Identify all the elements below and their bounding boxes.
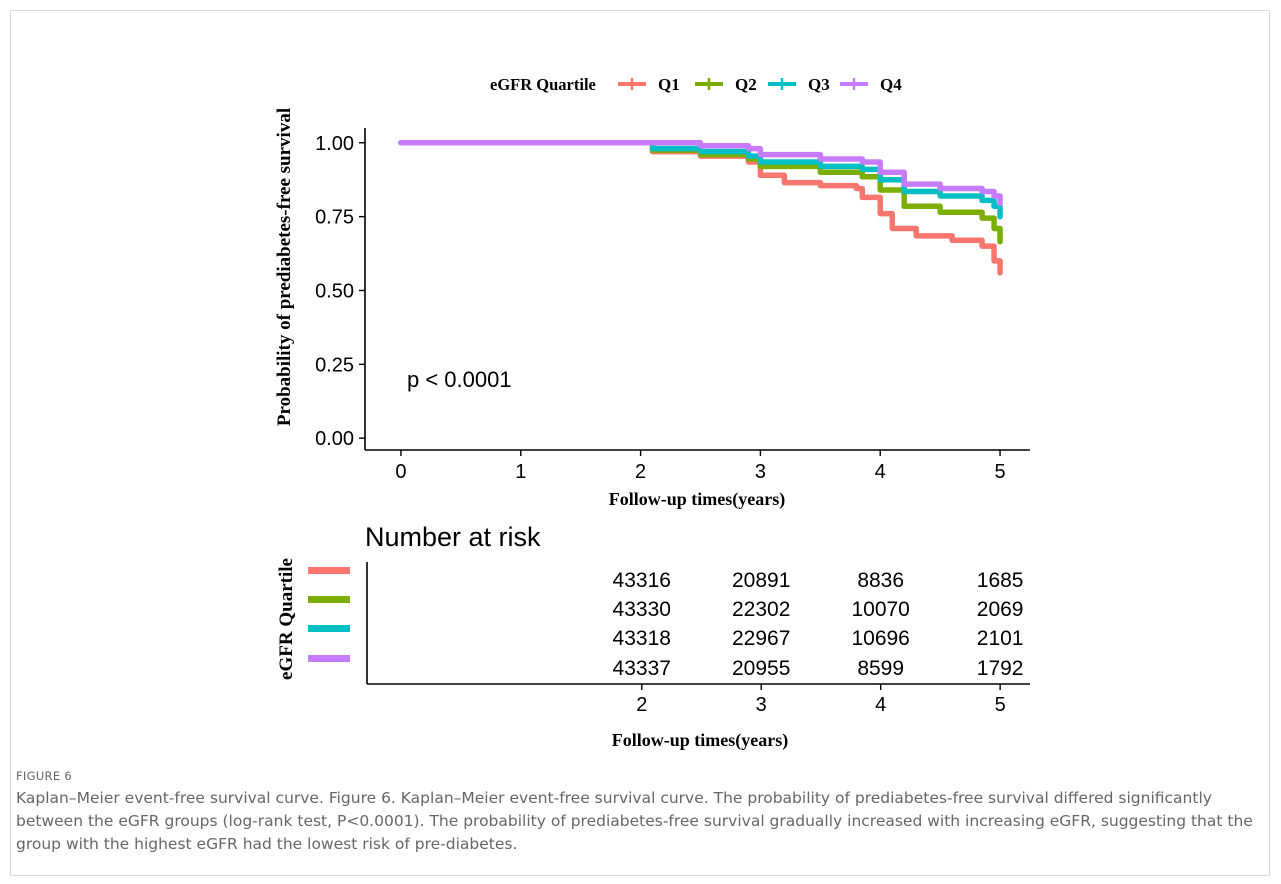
risk-cell: 43330 — [613, 598, 671, 621]
risk-cell: 22967 — [732, 627, 790, 650]
figure-caption: Kaplan–Meier event-free survival curve. … — [16, 789, 1253, 853]
risk-cell: 20891 — [732, 569, 790, 592]
p-value-annotation: p < 0.0001 — [407, 367, 512, 392]
risk-cell: 43337 — [613, 657, 671, 680]
risk-x-tick-label: 4 — [875, 694, 886, 716]
legend-title: eGFR Quartile — [490, 75, 596, 94]
survival-curve-q4 — [398, 140, 1003, 207]
y-tick-label: 0.00 — [315, 428, 354, 450]
survival-curve-q3 — [398, 140, 1003, 220]
figure-frame — [10, 10, 1270, 876]
risk-table-title: Number at risk — [365, 522, 541, 552]
risk-cell: 1685 — [977, 569, 1024, 592]
risk-swatch-q2 — [308, 596, 350, 603]
risk-cell: 43316 — [613, 569, 671, 592]
risk-x-tick-label: 2 — [636, 694, 647, 716]
x-tick-label: 4 — [875, 461, 886, 483]
x-tick-label: 0 — [395, 461, 406, 483]
risk-swatch-q1 — [308, 567, 350, 574]
y-tick-label: 0.25 — [315, 354, 354, 376]
y-tick-label: 1.00 — [315, 133, 354, 155]
x-tick-label: 2 — [635, 461, 646, 483]
risk-table: Number at risk eGFR Quartile 43316 20891 8… — [276, 522, 1030, 751]
x-tick-label: 1 — [515, 461, 526, 483]
survival-plot: Probability of prediabetes-free survival… — [274, 108, 1030, 510]
legend-label-q1: Q1 — [658, 75, 680, 94]
risk-cell: 20955 — [732, 657, 790, 680]
risk-x-tick-label: 3 — [756, 694, 767, 716]
legend-label-q4: Q4 — [880, 75, 902, 94]
y-tick-label: 0.50 — [315, 280, 354, 302]
risk-table-y-title: eGFR Quartile — [276, 558, 297, 680]
risk-cell: 2101 — [977, 627, 1024, 650]
risk-table-x-title: Follow-up times(years) — [612, 730, 788, 751]
x-axis-title: Follow-up times(years) — [609, 489, 785, 510]
legend-label-q3: Q3 — [808, 75, 830, 94]
risk-cell: 8599 — [857, 657, 904, 680]
risk-cell: 10696 — [851, 627, 909, 650]
legend-label-q2: Q2 — [735, 75, 757, 94]
risk-cell: 8836 — [857, 569, 904, 592]
figure-label: FIGURE 6 — [16, 769, 72, 783]
risk-x-tick-label: 5 — [995, 694, 1006, 716]
risk-swatch-q4 — [308, 655, 350, 662]
risk-cell: 22302 — [732, 598, 790, 621]
risk-cell: 1792 — [977, 657, 1024, 680]
legend: eGFR Quartile Q1 Q2 Q3 Q4 — [490, 75, 902, 94]
risk-swatch-q3 — [308, 625, 350, 632]
y-axis-title: Probability of prediabetes-free survival — [274, 108, 295, 426]
km-figure: eGFR Quartile Q1 Q2 Q3 Q4 Probability of pr… — [274, 75, 1030, 751]
y-tick-label: 0.75 — [315, 207, 354, 229]
x-tick-label: 5 — [994, 461, 1005, 483]
risk-cell: 10070 — [851, 598, 909, 621]
risk-cell: 43318 — [613, 627, 671, 650]
x-tick-label: 3 — [755, 461, 766, 483]
risk-cell: 2069 — [977, 598, 1024, 621]
